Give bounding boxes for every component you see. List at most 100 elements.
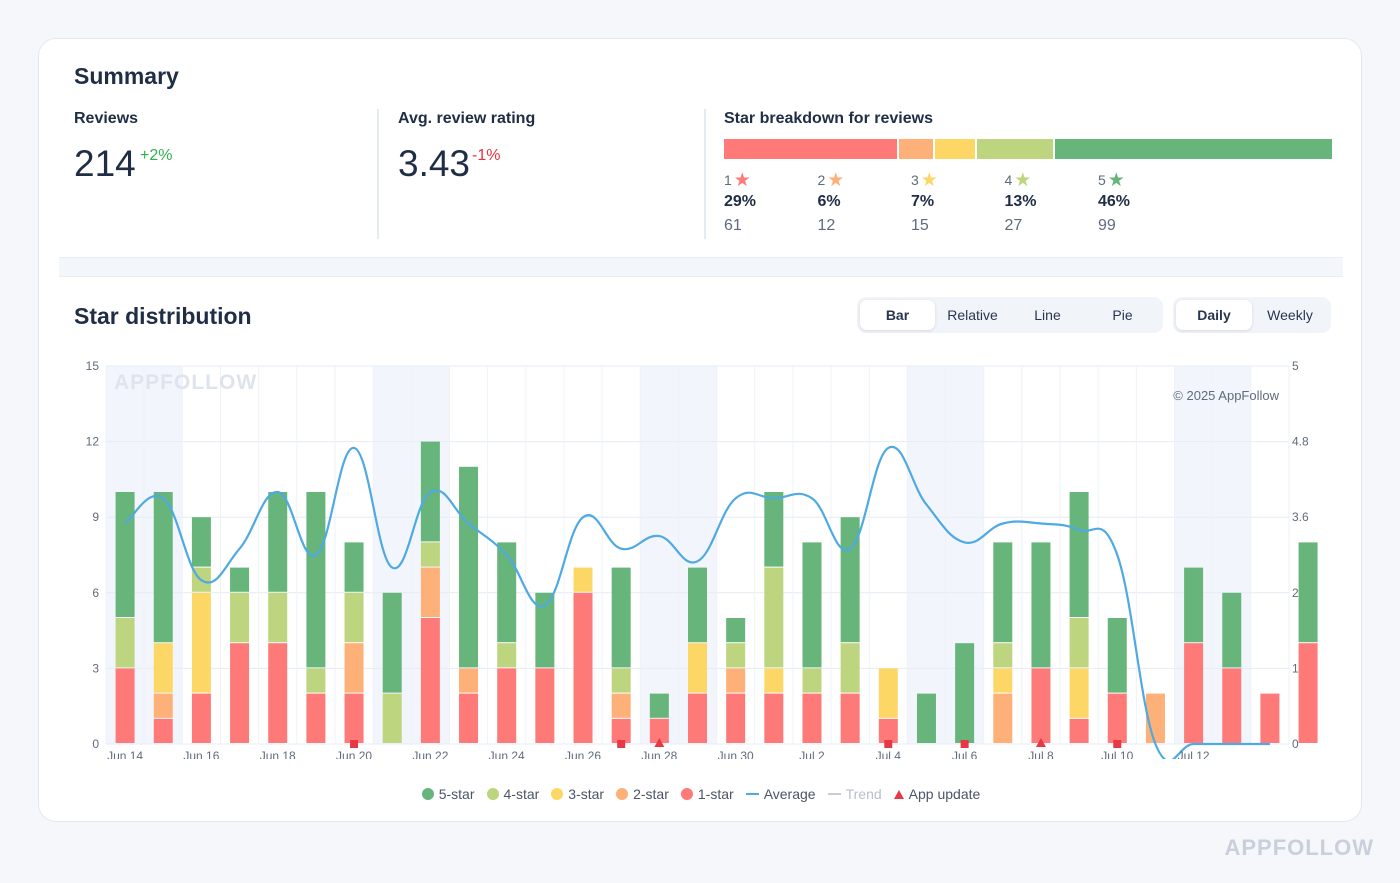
toggle-daily[interactable]: Daily [1176,300,1252,330]
bar-segment-3-star [191,592,211,693]
bar-segment-5-star [115,492,135,617]
breakdown-count: 27 [1004,217,1023,234]
legend-label: Trend [845,786,882,802]
bar-segment-5-star [802,542,822,668]
bar-segment-1-star [1031,668,1051,743]
x-tick-label: Jul 12 [1178,749,1210,759]
breakdown-segment-5-star [1055,139,1332,159]
y-left-tick-label: 12 [86,435,100,449]
legend-swatch [893,789,904,799]
bar-segment-2-star [993,693,1013,743]
bar-segment-5-star [840,517,860,643]
bar-segment-2-star [459,668,479,693]
star-icon: ★ [733,169,751,191]
legend-item-4-star[interactable]: 4-star [486,786,540,802]
reviews-label: Reviews [74,110,139,127]
breakdown-count: 12 [817,217,836,234]
legend-label: Average [763,786,816,802]
breakdown-percent: 29% [724,193,757,210]
bar-segment-4-star [497,643,517,668]
toggle-line[interactable]: Line [1034,307,1061,323]
legend-label: 2-star [633,786,669,802]
bar-segment-5-star [535,592,555,668]
breakdown-segment-2-star [898,139,935,159]
legend-item-trend[interactable]: Trend [827,786,882,802]
legend-item-1-star[interactable]: 1-star [680,786,734,802]
legend-item-5-star[interactable]: 5-star [421,786,475,802]
legend-swatch [680,788,693,800]
period-toggle: Daily Weekly [1173,297,1331,333]
bar-segment-5-star [916,693,936,743]
breakdown-star-number: 3 [911,172,919,188]
avg-rating-delta: -1% [472,147,501,164]
bar-segment-5-star [1222,592,1242,668]
bar-segment-1-star [878,718,898,743]
bar-segment-2-star [153,693,173,718]
bar-segment-5-star [459,466,479,668]
x-tick-label: Jun 14 [107,749,143,759]
bar-segment-5-star [1107,618,1127,693]
breakdown-label: Star breakdown for reviews [724,110,933,127]
section-divider [59,257,1343,277]
y-right-tick-label: 0 [1292,737,1299,751]
bar-segment-1-star [153,718,173,743]
legend-label: App update [908,786,981,802]
breakdown-star-number: 5 [1098,172,1106,188]
bar-segment-5-star [382,592,402,693]
legend-item-3-star[interactable]: 3-star [551,786,604,802]
breakdown-column-1-star: 1 ★ 29% 61 [724,169,804,235]
bar-segment-1-star [497,668,517,743]
bar-segment-5-star [955,643,975,743]
legend-item-app-update[interactable]: App update [893,786,981,802]
bar-segment-1-star [1069,718,1089,743]
app-update-marker [960,740,969,748]
bar-segment-4-star [993,643,1013,668]
bar-segment-5-star [306,492,326,668]
legend-swatch [486,788,499,800]
app-update-marker [1035,738,1046,747]
bar-segment-4-star [1069,618,1089,668]
legend-swatch [827,793,841,795]
breakdown-column-4-star: 4 ★ 13% 27 [1005,169,1085,235]
legend-label: 4-star [503,786,540,802]
y-left-tick-label: 3 [92,661,99,675]
appfollow-logo: APPFOLLOW [1224,835,1374,860]
breakdown-percent: 13% [1004,193,1037,210]
breakdown-count: 15 [911,217,929,234]
toggle-pie[interactable]: Pie [1112,307,1133,323]
breakdown-count: 99 [1098,217,1116,234]
bar-segment-5-star [726,618,746,643]
bar-segment-3-star [688,643,707,693]
app-update-marker [617,740,626,748]
breakdown-segment-3-star [934,139,977,159]
app-update-marker [350,740,359,748]
toggle-relative[interactable]: Relative [947,307,998,323]
breakdown-percent: 6% [817,193,841,210]
x-tick-label: Jun 22 [412,749,448,759]
chart-legend: 5-star 4-star 3-star 2-star 1-star Average Tre… [39,786,1363,802]
bar-segment-3-star [993,668,1013,693]
legend-swatch [616,788,629,800]
y-left-tick-label: 15 [86,359,100,373]
summary-title: Summary [74,63,179,89]
star-icon: ★ [920,169,938,191]
x-tick-label: Jul 6 [952,749,978,759]
bar-segment-1-star [611,718,631,743]
legend-item-average[interactable]: Average [745,786,816,802]
y-left-tick-label: 6 [92,586,99,600]
toggle-weekly[interactable]: Weekly [1267,307,1313,323]
bar-segment-5-star [1069,492,1089,617]
bar-segment-4-star [230,592,250,643]
x-tick-label: Jul 8 [1028,749,1054,759]
bar-segment-1-star [1107,693,1127,743]
average-line [124,445,1270,759]
bar-segment-5-star [268,492,288,592]
x-tick-label: Jul 2 [799,749,825,759]
x-tick-label: Jun 28 [641,749,677,759]
stat-divider [704,109,706,239]
legend-label: 1-star [697,786,734,802]
y-left-tick-label: 9 [92,510,99,524]
toggle-bar[interactable]: Bar [860,300,935,330]
bar-segment-4-star [268,592,288,643]
legend-item-2-star[interactable]: 2-star [616,786,669,802]
